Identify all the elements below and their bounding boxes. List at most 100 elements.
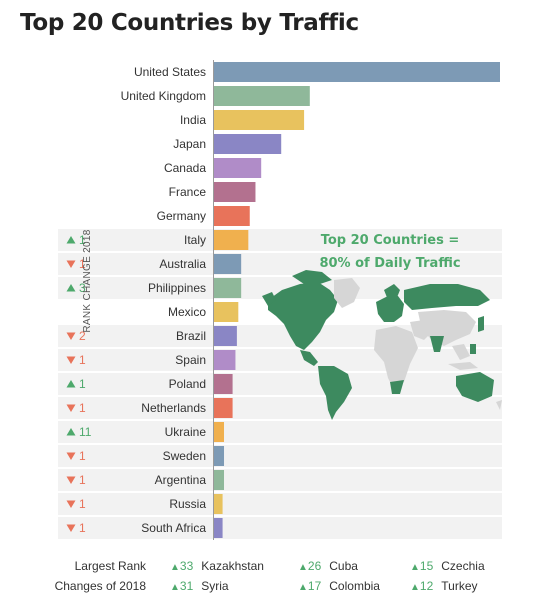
bar — [214, 278, 242, 298]
category-label: Australia — [159, 257, 206, 271]
category-label: Sweden — [163, 449, 206, 463]
bar — [214, 182, 256, 202]
row-background — [58, 229, 502, 251]
category-label: Ukraine — [165, 425, 207, 439]
down-triangle-icon — [66, 404, 76, 412]
bar — [214, 398, 233, 418]
row-background — [58, 469, 502, 491]
bar-axis-segment — [213, 60, 214, 84]
footer-change-item: ▲12 Turkey — [410, 579, 478, 593]
map-greenland — [334, 278, 360, 308]
map-central-america — [300, 350, 318, 366]
map-japan — [478, 316, 484, 332]
map-caption-line2: 80% of Daily Traffic — [319, 256, 461, 271]
category-label: Poland — [169, 377, 206, 391]
rank-change-value: 1 — [79, 449, 86, 463]
row-background — [58, 445, 502, 467]
category-label: Russia — [169, 497, 206, 511]
bar — [214, 494, 223, 514]
category-label: Germany — [157, 209, 206, 223]
up-triangle-icon — [66, 236, 76, 244]
up-triangle-icon: ▲ — [170, 562, 180, 573]
rank-change-value: 1 — [79, 377, 86, 391]
category-label: United States — [134, 65, 206, 79]
category-label: South Africa — [141, 521, 206, 535]
bar-axis-segment — [213, 420, 214, 444]
map-australia — [456, 372, 494, 402]
bar-axis-segment — [213, 252, 214, 276]
category-label: Brazil — [176, 329, 206, 343]
row-background — [58, 373, 502, 395]
category-label: Japan — [173, 137, 206, 151]
bar-axis-segment — [213, 228, 214, 252]
category-label: United Kingdom — [121, 89, 206, 103]
map-new-zealand — [496, 400, 502, 410]
bar — [214, 86, 310, 106]
bar — [214, 422, 225, 442]
bar — [214, 254, 242, 274]
bar-axis-segment — [213, 396, 214, 420]
map-europe — [376, 296, 404, 322]
bar-axis-segment — [213, 468, 214, 492]
category-label: Canada — [164, 161, 206, 175]
category-label: France — [169, 185, 207, 199]
map-south-africa — [390, 380, 404, 394]
category-label: Spain — [175, 353, 206, 367]
up-triangle-icon: ▲ — [298, 582, 308, 593]
bar-axis-segment — [213, 372, 214, 396]
map-caption-line1: Top 20 Countries = — [320, 233, 460, 248]
footer-change-item: ▲26 Cuba — [298, 559, 358, 573]
bar — [214, 446, 225, 466]
down-triangle-icon — [66, 524, 76, 532]
down-triangle-icon — [66, 260, 76, 268]
bar — [214, 110, 305, 130]
bar — [214, 374, 233, 394]
bar-axis-segment — [213, 492, 214, 516]
map-southeast-asia — [452, 344, 470, 360]
row-background — [58, 493, 502, 515]
map-africa — [374, 326, 418, 390]
bar — [214, 518, 223, 538]
bar-axis-segment — [213, 204, 214, 228]
footer-label-line2: Changes of 2018 — [54, 579, 146, 593]
category-labels: United States United Kingdom India Japan Can… — [121, 65, 207, 535]
world-map — [262, 270, 502, 420]
footer-label-line1: Largest Rank — [74, 559, 146, 573]
rank-change-value: 3 — [79, 281, 86, 295]
bar-axis-segment — [213, 516, 214, 540]
rank-change-value: 1 — [79, 497, 86, 511]
row-background — [58, 253, 502, 275]
footer-change-item: ▲17 Colombia — [298, 579, 380, 593]
rank-change-value: 1 — [79, 401, 86, 415]
rank-change-axis-label: RANK CHANGE 2018 — [82, 229, 93, 333]
bar — [214, 62, 500, 82]
up-triangle-icon: ▲ — [410, 582, 420, 593]
bar — [214, 206, 250, 226]
bar — [214, 326, 237, 346]
up-triangle-icon: ▲ — [170, 582, 180, 593]
map-philippines — [470, 344, 476, 354]
down-triangle-icon — [66, 356, 76, 364]
map-north-america — [268, 282, 338, 350]
bar-axis-segment — [213, 324, 214, 348]
row-background — [58, 349, 502, 371]
bar-axis-segment — [213, 132, 214, 156]
row-backgrounds — [58, 229, 502, 539]
map-scandinavia — [384, 284, 400, 300]
rank-change-value: 11 — [79, 425, 92, 439]
bar-axis-segment — [213, 180, 214, 204]
bar-axis-segment — [213, 300, 214, 324]
rank-change-value: 1 — [79, 257, 86, 271]
bar — [214, 158, 262, 178]
footer-change-item: ▲31 Syria — [170, 579, 229, 593]
rank-change-value: 1 — [79, 521, 86, 535]
map-alaska — [262, 292, 276, 306]
rank-change-value: 2 — [79, 329, 86, 343]
footer-change-item: ▲15 Czechia — [410, 559, 485, 573]
chart-title: Top 20 Countries by Traffic — [20, 10, 359, 36]
bar-axis-segment — [213, 276, 214, 300]
down-triangle-icon — [66, 452, 76, 460]
up-triangle-icon — [66, 428, 76, 436]
down-triangle-icon — [66, 332, 76, 340]
bar — [214, 230, 249, 250]
